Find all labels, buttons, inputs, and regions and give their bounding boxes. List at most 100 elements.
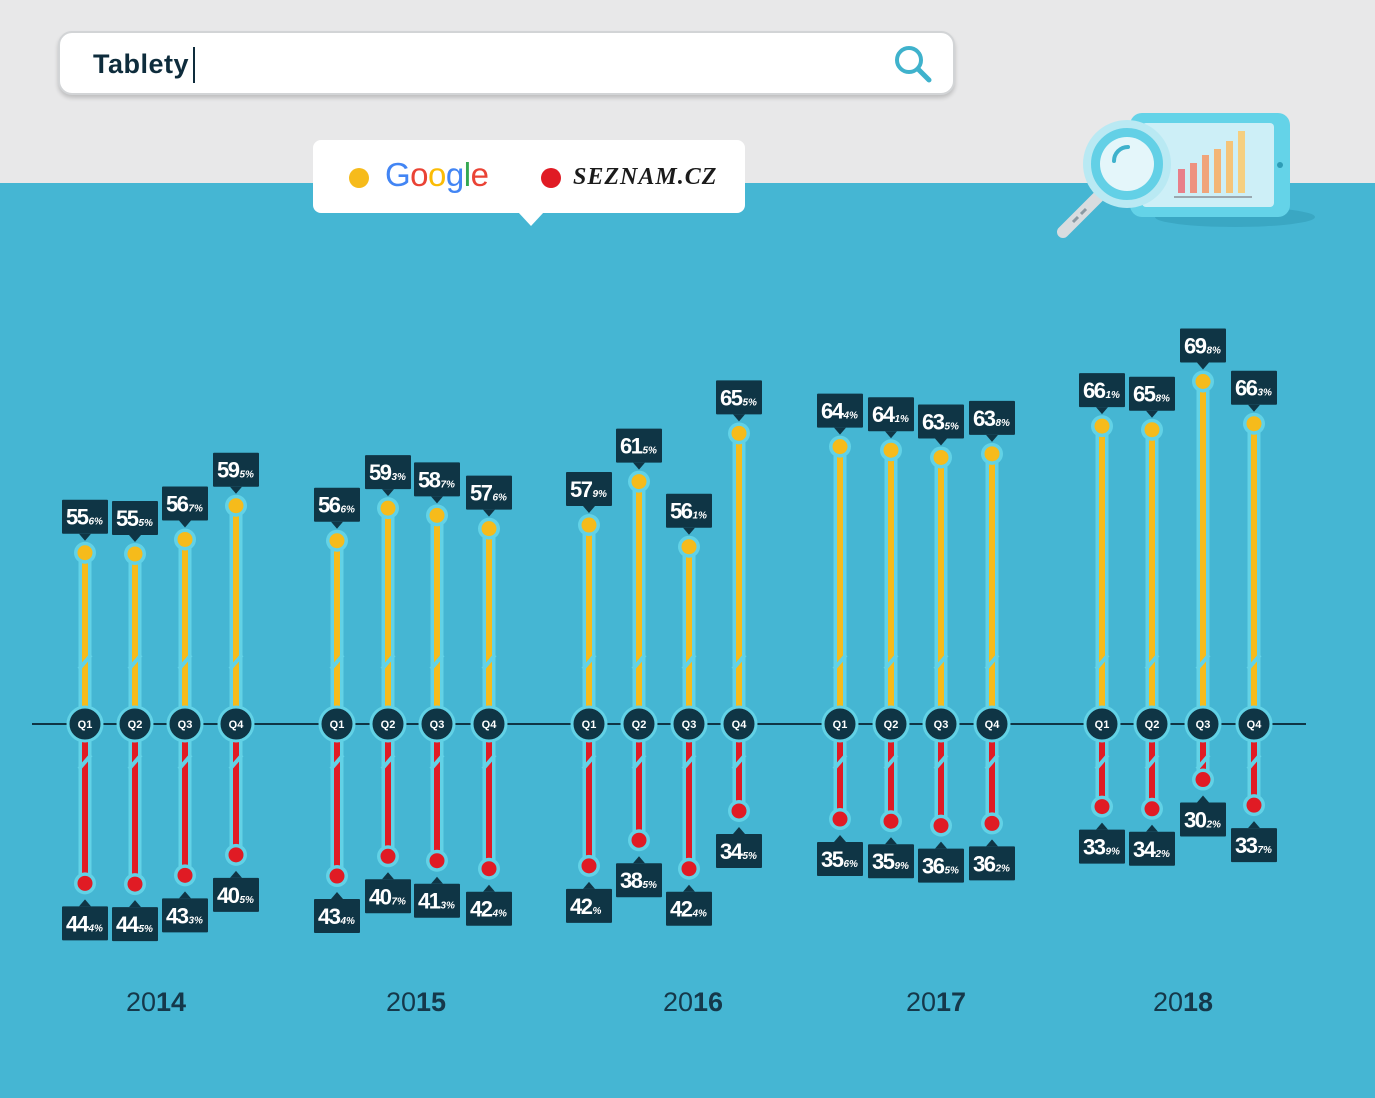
- quarter-label-12: Q4: [720, 705, 758, 743]
- seznam-value-label-7: 413%: [414, 876, 460, 918]
- seznam-bar-2: [124, 724, 146, 896]
- svg-text:Q2: Q2: [128, 719, 143, 731]
- legend-pointer: [518, 212, 544, 226]
- google-value-label-7: 587%: [414, 462, 460, 504]
- legend-marker-google: [349, 168, 369, 188]
- seznam-bar-7: [426, 724, 448, 872]
- google-bar-13: [829, 435, 851, 724]
- google-value-label-17: 661%: [1079, 373, 1125, 415]
- google-bar-4: [225, 494, 247, 724]
- year-label-5: 2018: [1153, 987, 1213, 1017]
- svg-text:445%: 445%: [116, 912, 153, 937]
- seznam-value-label-5: 434%: [314, 892, 360, 934]
- svg-text:42%: 42%: [570, 894, 601, 919]
- svg-text:615%: 615%: [620, 434, 657, 459]
- seznam-bar-8: [478, 724, 500, 880]
- svg-text:Q2: Q2: [381, 719, 396, 731]
- google-value-label-11: 561%: [666, 493, 712, 535]
- svg-text:342%: 342%: [1133, 837, 1170, 862]
- quarter-label-2: Q2: [116, 705, 154, 743]
- svg-text:587%: 587%: [418, 467, 455, 492]
- google-value-label-8: 576%: [466, 475, 512, 517]
- google-value-label-18: 658%: [1129, 376, 1175, 418]
- quarter-label-4: Q4: [217, 705, 255, 743]
- svg-text:567%: 567%: [166, 491, 203, 516]
- svg-text:595%: 595%: [217, 458, 254, 483]
- svg-text:413%: 413%: [418, 889, 455, 914]
- svg-text:434%: 434%: [318, 904, 355, 929]
- search-bar[interactable]: Tablety: [58, 31, 955, 95]
- seznam-value-label-1: 444%: [62, 899, 108, 941]
- quarter-label-1: Q1: [66, 705, 104, 743]
- svg-text:302%: 302%: [1184, 808, 1221, 833]
- seznam-value-label-2: 445%: [112, 900, 158, 942]
- svg-text:405%: 405%: [217, 883, 254, 908]
- svg-text:Q4: Q4: [1247, 719, 1263, 731]
- seznam-value-label-9: 42%: [566, 881, 612, 923]
- seznam-value-label-13: 356%: [817, 835, 863, 877]
- svg-text:566%: 566%: [318, 493, 355, 518]
- svg-text:444%: 444%: [66, 911, 103, 936]
- quarter-label-16: Q4: [973, 705, 1011, 743]
- svg-text:Q3: Q3: [682, 719, 697, 731]
- svg-text:556%: 556%: [66, 505, 103, 530]
- quarter-label-8: Q4: [470, 705, 508, 743]
- quarter-label-20: Q4: [1235, 705, 1273, 743]
- svg-text:Q4: Q4: [229, 719, 245, 731]
- google-bar-10: [628, 470, 650, 724]
- svg-text:663%: 663%: [1235, 376, 1272, 401]
- svg-text:356%: 356%: [821, 847, 858, 872]
- google-bar-6: [377, 497, 399, 724]
- svg-text:638%: 638%: [973, 406, 1010, 431]
- seznam-value-label-10: 385%: [616, 856, 662, 898]
- svg-text:Q3: Q3: [934, 719, 949, 731]
- svg-text:365%: 365%: [922, 854, 959, 879]
- svg-text:Q1: Q1: [330, 719, 345, 731]
- legend: [313, 140, 745, 213]
- year-label-2: 2015: [386, 987, 446, 1017]
- seznam-value-label-16: 362%: [969, 839, 1015, 881]
- seznam-bar-5: [326, 724, 348, 888]
- google-value-label-1: 556%: [62, 499, 108, 541]
- seznam-value-label-18: 342%: [1129, 824, 1175, 866]
- google-value-label-12: 655%: [716, 380, 762, 422]
- quarter-label-17: Q1: [1083, 705, 1121, 743]
- year-label-4: 2017: [906, 987, 966, 1017]
- svg-text:661%: 661%: [1083, 378, 1120, 403]
- google-bar-1: [74, 541, 96, 724]
- quarter-label-19: Q3: [1184, 705, 1222, 743]
- search-input[interactable]: Tablety: [93, 49, 190, 79]
- svg-text:424%: 424%: [670, 897, 707, 922]
- quarter-label-5: Q1: [318, 705, 356, 743]
- legend-label-seznam: SEZNAM.CZ: [573, 164, 718, 190]
- quarter-label-9: Q1: [570, 705, 608, 743]
- google-value-label-6: 593%: [365, 455, 411, 497]
- google-bar-3: [174, 528, 196, 724]
- text-cursor: [193, 47, 195, 83]
- year-label-3: 2016: [663, 987, 723, 1017]
- google-bar-18: [1141, 418, 1163, 724]
- google-value-label-3: 567%: [162, 486, 208, 528]
- svg-text:345%: 345%: [720, 839, 757, 864]
- seznam-value-label-15: 365%: [918, 841, 964, 883]
- google-bar-7: [426, 504, 448, 724]
- svg-text:Q2: Q2: [884, 719, 899, 731]
- svg-text:Q3: Q3: [430, 719, 445, 731]
- svg-text:Q1: Q1: [78, 719, 93, 731]
- svg-text:Q1: Q1: [833, 719, 848, 731]
- search-icon[interactable]: [892, 43, 934, 85]
- google-bar-9: [578, 514, 600, 724]
- svg-text:Q4: Q4: [482, 719, 498, 731]
- google-value-label-2: 555%: [112, 500, 158, 542]
- svg-text:Q3: Q3: [1196, 719, 1211, 731]
- seznam-bar-6: [377, 724, 399, 868]
- svg-text:337%: 337%: [1235, 833, 1272, 858]
- svg-text:407%: 407%: [369, 884, 406, 909]
- svg-text:Q1: Q1: [582, 719, 597, 731]
- svg-text:Q4: Q4: [732, 719, 748, 731]
- magnifier-tablet-chart-icon: [1057, 113, 1315, 238]
- quarter-label-18: Q2: [1133, 705, 1171, 743]
- legend-label-google: Google: [385, 156, 489, 193]
- quarter-label-14: Q2: [872, 705, 910, 743]
- seznam-bar-11: [678, 724, 700, 880]
